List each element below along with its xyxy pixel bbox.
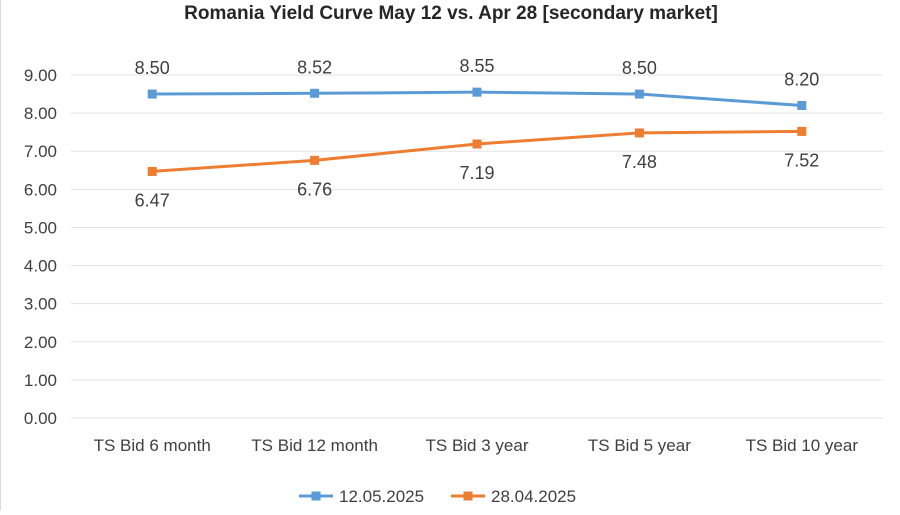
data-point-marker	[797, 126, 807, 136]
y-tick-label: 9.00	[24, 66, 57, 85]
y-tick-label: 8.00	[24, 104, 57, 123]
data-point-marker	[310, 88, 320, 98]
data-label: 6.76	[297, 179, 332, 199]
legend-swatch-marker	[311, 491, 321, 501]
series-lines	[147, 87, 807, 176]
y-tick-label: 5.00	[24, 218, 57, 237]
x-tick-label: TS Bid 6 month	[94, 436, 211, 455]
data-label: 7.19	[459, 163, 494, 183]
data-point-marker	[147, 89, 157, 99]
data-label: 8.50	[135, 58, 170, 78]
data-point-marker	[472, 139, 482, 149]
data-label: 8.55	[459, 56, 494, 76]
data-point-marker	[797, 100, 807, 110]
chart-title: Romania Yield Curve May 12 vs. Apr 28 [s…	[184, 3, 718, 24]
legend-label: 28.04.2025	[491, 487, 576, 506]
data-label: 8.50	[622, 58, 657, 78]
x-tick-label: TS Bid 10 year	[746, 436, 859, 455]
data-point-marker	[147, 166, 157, 176]
y-tick-label: 4.00	[24, 257, 57, 276]
data-point-marker	[472, 87, 482, 97]
y-tick-label: 6.00	[24, 180, 57, 199]
gridlines	[71, 74, 883, 419]
y-tick-label: 7.00	[24, 142, 57, 161]
data-label: 8.52	[297, 57, 332, 77]
data-point-marker	[634, 89, 644, 99]
y-tick-label: 1.00	[24, 371, 57, 390]
x-axis-tick-labels: TS Bid 6 month TS Bid 12 month TS Bid 3 ye…	[94, 436, 859, 455]
data-label: 8.20	[784, 69, 819, 89]
x-tick-label: TS Bid 3 year	[426, 436, 529, 455]
y-axis-tick-labels: 0.00 1.00 2.00 3.00 4.00 5.00 6.00 7.00 8.00 9.00	[24, 66, 57, 428]
data-point-marker	[310, 155, 320, 165]
x-tick-label: TS Bid 5 year	[588, 436, 691, 455]
x-tick-label: TS Bid 12 month	[251, 436, 378, 455]
legend-label: 12.05.2025	[339, 487, 424, 506]
legend-swatch-marker	[463, 491, 473, 501]
y-tick-label: 2.00	[24, 333, 57, 352]
data-label: 7.52	[784, 150, 819, 170]
y-tick-label: 3.00	[24, 295, 57, 314]
data-label: 7.48	[622, 152, 657, 172]
y-tick-label: 0.00	[24, 409, 57, 428]
legend: 12.05.2025 28.04.2025	[299, 487, 576, 506]
data-label: 6.47	[135, 190, 170, 210]
data-point-marker	[634, 128, 644, 138]
data-labels: 8.50 8.52 8.55 8.50 8.20 6.47 6.76 7.19 7.48 7.52	[135, 56, 820, 210]
